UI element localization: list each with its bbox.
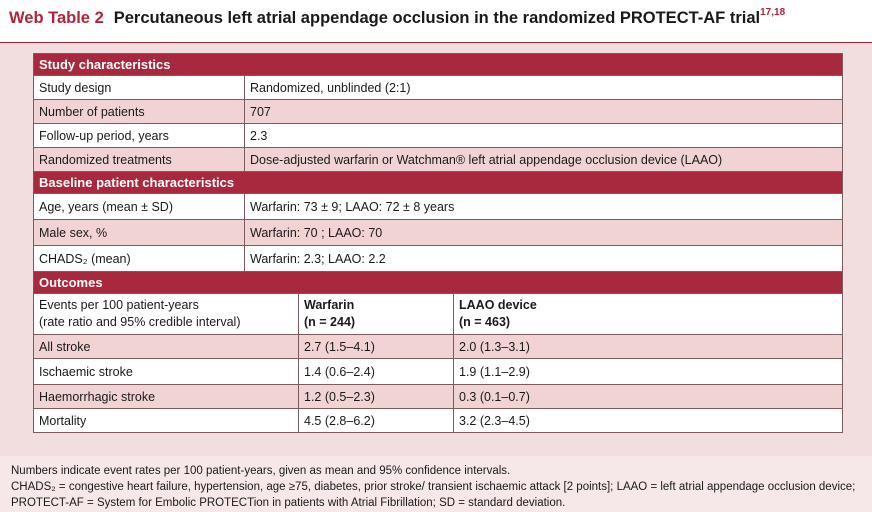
table-row: CHADS₂ (mean) Warfarin: 2.3; LAAO: 2.2: [33, 245, 844, 272]
footnote-line: PROTECT-AF = System for Embolic PROTECTi…: [11, 497, 566, 509]
row-value: Randomized, unblinded (2:1): [243, 75, 844, 100]
protect-af-table: Study characteristics Study design Rando…: [32, 53, 844, 433]
laao-column-header: LAAO device (n = 463): [452, 293, 844, 335]
table-row: Mortality 4.5 (2.8–6.2) 3.2 (2.3–4.5): [33, 408, 844, 433]
reference-superscript: 17,18: [760, 7, 786, 18]
outcome-label: Mortality: [33, 408, 299, 433]
warfarin-value: 1.4 (0.6–2.4): [298, 358, 454, 385]
table-title: Percutaneous left atrial appendage occlu…: [113, 7, 786, 27]
footnote-line: Numbers indicate event rates per 100 pat…: [11, 465, 511, 477]
warfarin-header-line2: (n = 244): [304, 315, 356, 329]
outcome-label: All stroke: [33, 334, 299, 359]
table-row: Randomized treatments Dose-adjusted warf…: [33, 147, 844, 172]
table-footnotes: Numbers indicate event rates per 100 pat…: [11, 463, 863, 511]
table-label: Web Table 2: [9, 8, 104, 27]
row-value: Warfarin: 73 ± 9; LAAO: 72 ± 8 years: [243, 193, 844, 220]
table-row: All stroke 2.7 (1.5–4.1) 2.0 (1.3–3.1): [33, 334, 844, 359]
warfarin-value: 1.2 (0.5–2.3): [298, 384, 454, 409]
warfarin-value: 2.7 (1.5–4.1): [298, 334, 454, 359]
row-label: Randomized treatments: [33, 147, 245, 172]
table-title-text: Percutaneous left atrial appendage occlu…: [113, 8, 761, 27]
row-value: Warfarin: 2.3; LAAO: 2.2: [243, 245, 844, 272]
caption-bar: Web Table 2 Percutaneous left atrial appe…: [0, 0, 872, 42]
laao-value: 0.3 (0.1–0.7): [452, 384, 844, 409]
row-label: Follow-up period, years: [33, 123, 245, 148]
laao-value: 3.2 (2.3–4.5): [452, 408, 844, 433]
section-header-baseline: Baseline patient characteristics: [32, 171, 844, 194]
row-value: Dose-adjusted warfarin or Watchman® left…: [243, 147, 844, 172]
events-header-line1: Events per 100 patient-years: [39, 298, 199, 312]
warfarin-column-header: Warfarin (n = 244): [298, 293, 454, 335]
table-row: Age, years (mean ± SD) Warfarin: 73 ± 9;…: [33, 193, 844, 220]
table-row: Male sex, % Warfarin: 70 ; LAAO: 70: [33, 219, 844, 246]
row-label: CHADS₂ (mean): [33, 245, 245, 272]
table-caption: Web Table 2 Percutaneous left atrial appe…: [9, 7, 786, 28]
outcome-label: Haemorrhagic stroke: [33, 384, 299, 409]
warfarin-value: 4.5 (2.8–6.2): [298, 408, 454, 433]
caption-rule: [0, 42, 872, 44]
table-row: Number of patients 707: [33, 99, 844, 124]
row-value: 707: [243, 99, 844, 124]
table-row: Follow-up period, years 2.3: [33, 123, 844, 148]
section-header-study: Study characteristics: [32, 53, 844, 76]
section-title: Baseline patient characteristics: [32, 171, 844, 194]
laao-value: 1.9 (1.1–2.9): [452, 358, 844, 385]
outcomes-column-header: Events per 100 patient-years (rate ratio…: [33, 293, 844, 335]
table-row: Study design Randomized, unblinded (2:1): [33, 75, 844, 100]
table-row: Haemorrhagic stroke 1.2 (0.5–2.3) 0.3 (0…: [33, 384, 844, 409]
row-label: Male sex, %: [33, 219, 245, 246]
events-column-header: Events per 100 patient-years (rate ratio…: [33, 293, 299, 335]
laao-header-line1: LAAO device: [459, 298, 537, 312]
footnote-line: CHADS₂ = congestive heart failure, hyper…: [11, 481, 856, 493]
row-label: Study design: [33, 75, 245, 100]
section-header-outcomes: Outcomes: [32, 271, 844, 294]
laao-value: 2.0 (1.3–3.1): [452, 334, 844, 359]
outcome-label: Ischaemic stroke: [33, 358, 299, 385]
events-header-line2: (rate ratio and 95% credible interval): [39, 315, 241, 329]
row-label: Number of patients: [33, 99, 245, 124]
row-value: 2.3: [243, 123, 844, 148]
table-row: Ischaemic stroke 1.4 (0.6–2.4) 1.9 (1.1–…: [33, 358, 844, 385]
row-label: Age, years (mean ± SD): [33, 193, 245, 220]
section-title: Outcomes: [32, 271, 844, 294]
warfarin-header-line1: Warfarin: [304, 298, 355, 312]
row-value: Warfarin: 70 ; LAAO: 70: [243, 219, 844, 246]
laao-header-line2: (n = 463): [459, 315, 511, 329]
section-title: Study characteristics: [32, 53, 844, 76]
